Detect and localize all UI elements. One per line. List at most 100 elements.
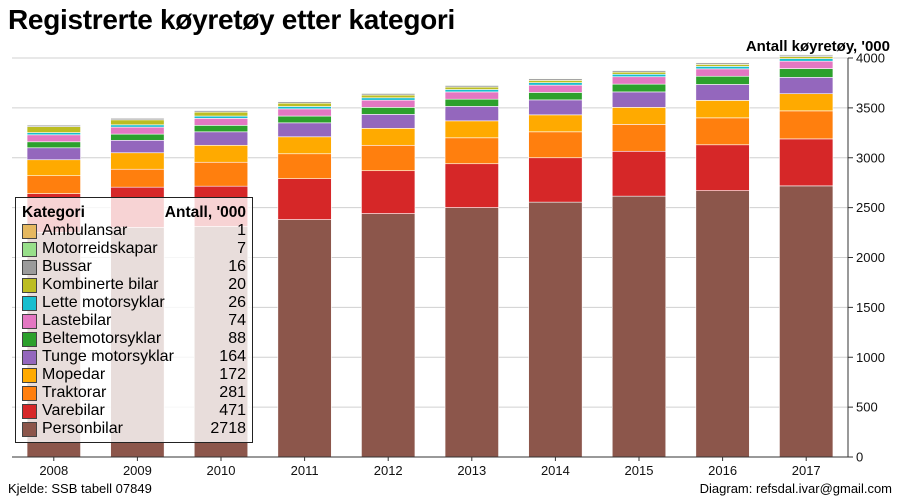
legend-item: Personbilar 2718 — [22, 420, 246, 438]
legend-item: Kombinerte bilar 20 — [22, 276, 246, 294]
bar-segment — [528, 84, 583, 93]
bar-segment — [193, 125, 249, 133]
bar-segment — [26, 141, 81, 149]
bar-segment — [361, 213, 416, 458]
bar-segment — [193, 115, 249, 119]
bar-segment — [110, 139, 165, 154]
legend-item-value: 1 — [237, 222, 246, 239]
bar-segment — [277, 178, 332, 220]
x-tick-label: 2016 — [708, 463, 737, 478]
bar-segment — [26, 134, 81, 143]
legend-item-value: 26 — [228, 294, 246, 311]
bar-segment — [193, 131, 249, 146]
legend-swatch — [22, 241, 37, 257]
x-tick-label: 2010 — [207, 463, 236, 478]
legend-swatch — [22, 385, 37, 401]
bar-segment — [528, 82, 583, 86]
legend-item-label: Personbilar — [42, 420, 123, 437]
legend-swatch — [22, 277, 37, 293]
y-tick-label: 3000 — [856, 150, 885, 165]
legend-item-value: 281 — [219, 384, 246, 401]
y-tick-label: 2500 — [856, 200, 885, 215]
legend: Kategori Antall, '000 Ambulansar 1 Motorre… — [15, 197, 253, 443]
bar-segment — [779, 93, 834, 112]
legend-item: Varebilar 471 — [22, 402, 246, 420]
legend-item-value: 74 — [228, 312, 246, 329]
bar-segment — [277, 108, 332, 117]
bar-segment — [444, 163, 499, 208]
legend-item-label: Lastebilar — [42, 312, 112, 329]
legend-item: Traktorar 281 — [22, 384, 246, 402]
legend-swatch — [22, 295, 37, 311]
bar-segment — [528, 92, 583, 101]
legend-header-value: Antall, '000 — [164, 204, 246, 221]
y-tick-label: 3500 — [856, 100, 885, 115]
bar-segment — [110, 168, 165, 188]
legend-item: Lette motorsyklar 26 — [22, 294, 246, 312]
legend-item: Tunge motorsyklar 164 — [22, 348, 246, 366]
bar-segment — [444, 120, 499, 139]
bar-segment — [193, 118, 249, 126]
legend-item-value: 16 — [228, 258, 246, 275]
bar-segment — [444, 106, 499, 122]
bar-segment — [695, 100, 750, 119]
x-tick-label: 2011 — [291, 463, 319, 478]
bar-segment — [611, 195, 667, 458]
bar-segment — [444, 98, 499, 107]
bar-segment — [26, 175, 81, 194]
bar-segment — [611, 71, 667, 75]
y-tick-label: 0 — [856, 450, 863, 465]
bar-segment — [611, 76, 667, 85]
bar-segment — [361, 128, 416, 146]
legend-item-value: 471 — [219, 402, 246, 419]
bar-segment — [361, 97, 416, 101]
bar-segment — [26, 132, 81, 136]
bar-segment — [528, 131, 583, 159]
legend-item-label: Mopedar — [42, 366, 106, 383]
bar-segment — [110, 119, 165, 126]
bar-segment — [528, 80, 583, 83]
bar-segment — [611, 124, 667, 152]
legend-swatch — [22, 367, 37, 383]
y-tick-label: 500 — [856, 400, 878, 415]
bar-segment — [695, 66, 750, 70]
legend-swatch — [22, 331, 37, 347]
legend-swatch — [22, 403, 37, 419]
bar-segment — [528, 114, 583, 133]
y-tick-label: 1000 — [856, 350, 885, 365]
bar-segment — [193, 111, 249, 117]
legend-item-value: 164 — [219, 348, 246, 365]
bar-segment — [444, 91, 499, 100]
x-tick-label: 2017 — [792, 463, 821, 478]
bar-segment — [611, 150, 667, 197]
bar-segment — [110, 126, 165, 135]
bar-segment — [110, 133, 165, 141]
bar-segment — [361, 144, 416, 172]
legend-item: Motorreidskapar 7 — [22, 240, 246, 258]
bar-segment — [444, 137, 499, 165]
legend-item: Lastebilar 74 — [22, 312, 246, 330]
legend-swatch — [22, 223, 37, 239]
legend-item: Bussar 16 — [22, 258, 246, 276]
legend-item-label: Tunge motorsyklar — [42, 348, 174, 365]
bar-segment — [26, 159, 81, 177]
bar-segment — [528, 201, 583, 458]
bar-segment — [361, 107, 416, 115]
bar-segment — [528, 157, 583, 203]
legend-item-value: 7 — [237, 240, 246, 257]
legend-item: Mopedar 172 — [22, 366, 246, 384]
bar-segment — [361, 94, 416, 99]
legend-swatch — [22, 313, 37, 329]
bar-segment — [277, 115, 332, 124]
bar-segment — [277, 102, 332, 107]
bar-segment — [611, 83, 667, 93]
bar-segment — [779, 185, 834, 458]
legend-item-label: Varebilar — [42, 402, 105, 419]
bar-segment — [779, 58, 834, 62]
bar-segment — [779, 68, 834, 78]
bar-segment — [26, 126, 81, 133]
x-tick-label: 2014 — [541, 463, 570, 478]
x-tick-label: 2012 — [374, 463, 403, 478]
y-tick-label: 2000 — [856, 250, 885, 265]
bar-segment — [277, 106, 332, 110]
